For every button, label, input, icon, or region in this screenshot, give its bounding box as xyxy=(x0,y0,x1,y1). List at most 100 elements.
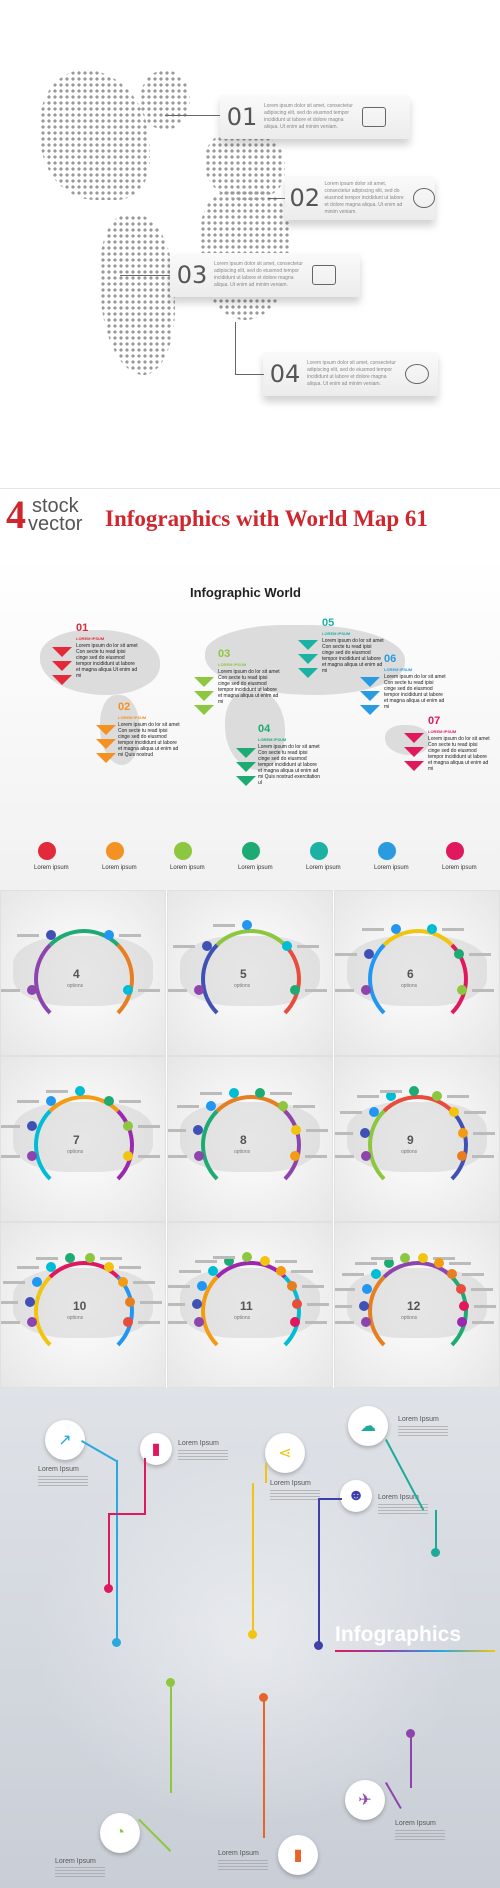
option-label-line xyxy=(442,927,465,931)
leader-line xyxy=(120,275,170,276)
option-label-line xyxy=(355,1262,378,1266)
option-count: 11 xyxy=(240,1299,253,1313)
info-card-02: 02 Lorem ipsum dolor sit amet, consectet… xyxy=(285,176,435,220)
option-label-line xyxy=(199,1091,222,1095)
options-label: options xyxy=(234,1315,251,1321)
option-bead xyxy=(104,929,115,940)
option-bead xyxy=(278,1101,289,1112)
item-text: Lorem ipsum do lor sit amet Con secte tu… xyxy=(258,744,320,786)
arrow-07 xyxy=(404,747,424,757)
item-heading: LOREM IPSUM xyxy=(384,667,413,672)
item-heading: LOREM IPSUM xyxy=(428,729,457,734)
option-arc xyxy=(34,1095,134,1195)
option-label-line xyxy=(461,1273,484,1277)
option-bead xyxy=(455,1283,466,1294)
option-label-line xyxy=(275,1259,298,1263)
world-map-infographic-1: 01 Lorem ipsum dolor sit amet, consectet… xyxy=(0,0,500,488)
connector-line xyxy=(318,1498,320,1643)
arrow-04 xyxy=(236,748,256,758)
option-label-line xyxy=(168,1302,186,1306)
option-bead xyxy=(433,1258,444,1269)
option-bead xyxy=(31,1277,42,1287)
arrow-02 xyxy=(96,739,116,749)
option-label-line xyxy=(339,1110,362,1114)
option-label-line xyxy=(306,1302,329,1306)
card-text: Lorem ipsum dolor sit amet, consectetur … xyxy=(214,261,303,288)
plane-icon: ✈ xyxy=(345,1780,385,1820)
option-label-line xyxy=(473,1132,496,1136)
option-label-line xyxy=(297,944,320,948)
option-label-line xyxy=(168,1284,190,1288)
arrow-04 xyxy=(236,762,256,772)
arrow-05 xyxy=(298,668,318,678)
option-bead xyxy=(289,985,300,996)
option-label-line xyxy=(1,989,21,993)
node-label: Lorem Ipsum xyxy=(395,1820,436,1827)
arrow-07 xyxy=(404,761,424,771)
option-tile: 9 options xyxy=(334,1056,500,1222)
option-arc xyxy=(34,1261,134,1361)
option-count: 10 xyxy=(73,1299,87,1313)
arrow-01 xyxy=(52,661,72,671)
connector-line xyxy=(170,1683,172,1793)
option-bead xyxy=(290,1124,301,1135)
option-label-line xyxy=(16,933,39,937)
node-text xyxy=(38,1476,88,1488)
legend-label: Lorem ipsum xyxy=(34,865,69,871)
users-icon: ☻ xyxy=(340,1480,372,1512)
option-label-line xyxy=(270,1091,293,1095)
info-card-03: 03 Lorem ipsum dolor sit amet, consectet… xyxy=(170,253,360,297)
node-label: Lorem Ipsum xyxy=(398,1416,439,1423)
arrow-07 xyxy=(404,733,424,743)
option-arc xyxy=(201,1095,301,1195)
option-label-line xyxy=(471,989,494,993)
option-label-line xyxy=(471,1321,494,1325)
page-title: Infographics with World Map 61 xyxy=(105,506,428,531)
option-arc xyxy=(368,1095,468,1195)
option-bead xyxy=(27,985,38,996)
options-label: options xyxy=(67,983,84,989)
option-label-line xyxy=(168,1321,188,1325)
option-bead xyxy=(454,948,465,959)
arrow-06 xyxy=(360,691,380,701)
option-tile: 6 options xyxy=(334,890,500,1056)
south-america-map xyxy=(100,215,175,375)
option-bead xyxy=(363,948,374,959)
option-label-line xyxy=(446,1095,469,1099)
option-bead xyxy=(25,1296,36,1307)
option-label-line xyxy=(213,1256,235,1259)
option-label-line xyxy=(464,1110,487,1114)
pie-icon: ◔ xyxy=(100,1813,140,1853)
option-bead xyxy=(276,1265,287,1276)
share-icon: ⋖ xyxy=(265,1433,305,1473)
option-label-line xyxy=(168,1155,188,1159)
connector-line xyxy=(265,1463,267,1483)
option-label-line xyxy=(335,1132,353,1136)
map-pin xyxy=(104,1584,113,1593)
option-bead xyxy=(194,1317,205,1328)
world-map-infographic-2: Infographic World 01 LOREM IPSUM Lorem i… xyxy=(0,555,500,890)
option-bead xyxy=(456,985,467,996)
legend-label: Lorem ipsum xyxy=(374,865,409,871)
option-label-line xyxy=(302,1284,325,1288)
bar-chart-icon: ▮ xyxy=(278,1835,318,1875)
option-arc xyxy=(201,1261,301,1361)
option-count: 8 xyxy=(240,1133,247,1147)
option-bead xyxy=(124,1296,135,1307)
node-label: Lorem Ipsum xyxy=(270,1480,311,1487)
options-label: options xyxy=(234,983,251,989)
options-label: options xyxy=(234,1149,251,1155)
options-label: options xyxy=(401,983,418,989)
presentation-icon xyxy=(312,265,336,285)
item-text: Lorem ipsum do lor sit amet Con secte tu… xyxy=(384,674,446,710)
item-number-04: 04 xyxy=(258,723,271,735)
option-label-line xyxy=(168,1128,187,1132)
option-bead xyxy=(64,1253,75,1264)
option-label-line xyxy=(293,1105,316,1109)
arrow-03 xyxy=(194,691,214,701)
pie-icon xyxy=(405,364,429,384)
arrow-03 xyxy=(194,705,214,715)
option-bead xyxy=(104,1261,115,1272)
option-label-line xyxy=(357,1095,380,1099)
option-bead xyxy=(371,1269,382,1280)
